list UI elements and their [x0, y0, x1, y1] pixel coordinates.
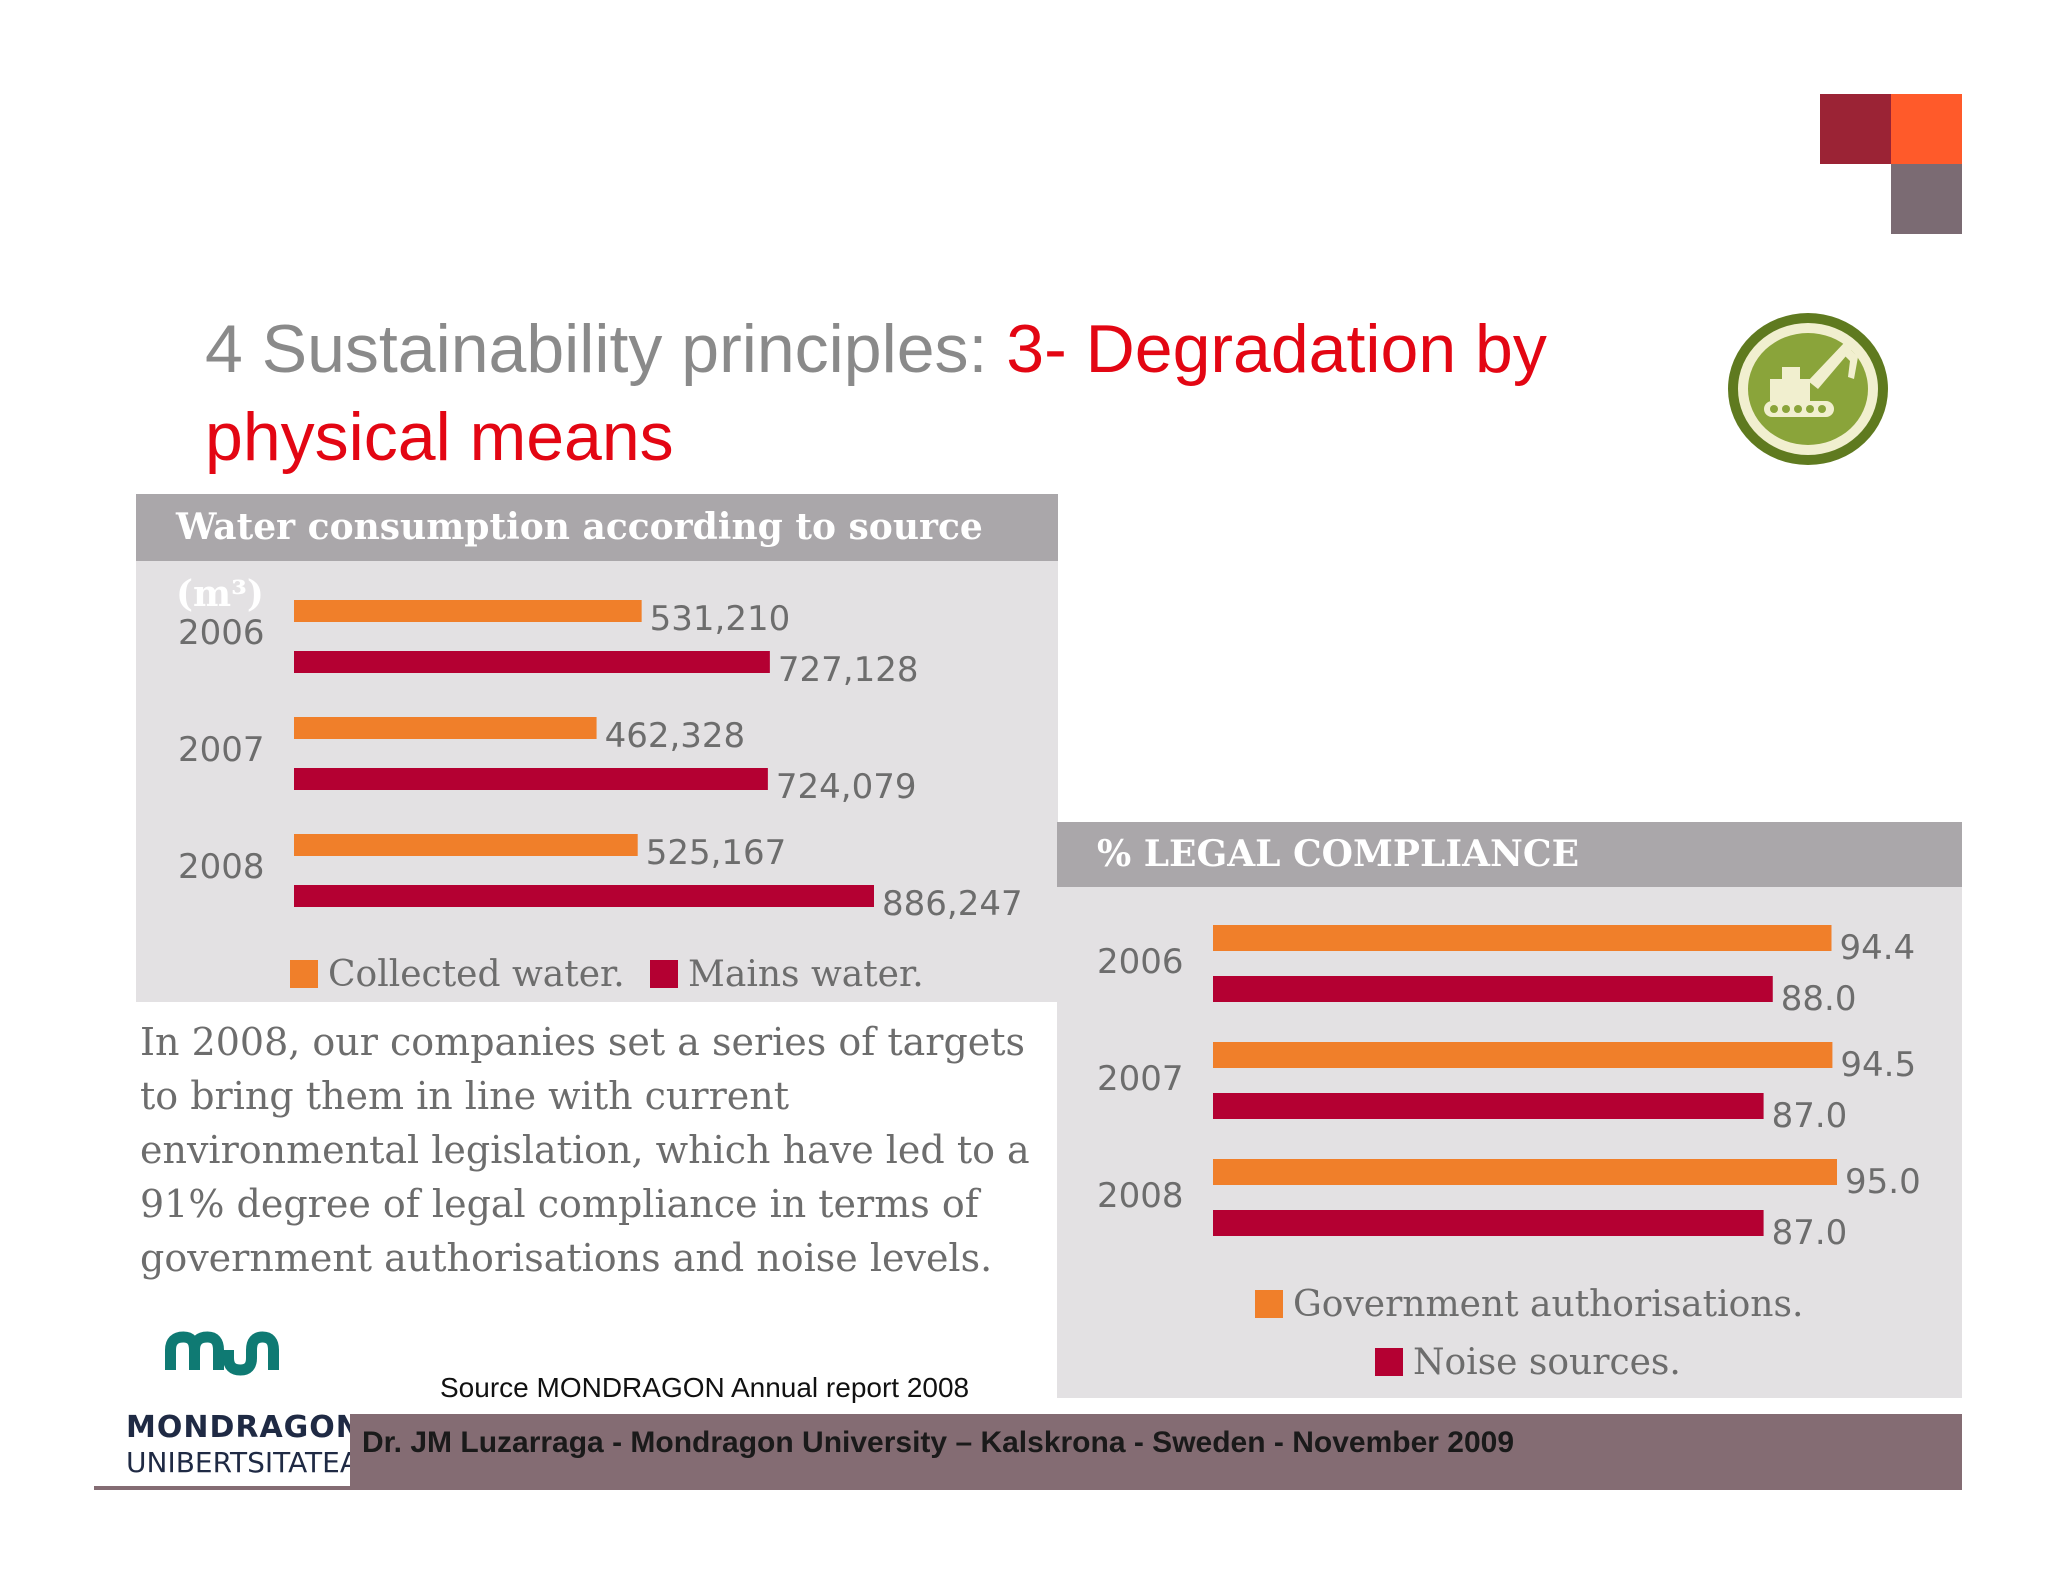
legal-chart-title: % LEGAL COMPLIANCE	[1057, 822, 1962, 887]
logo-line1: MONDRAGON	[126, 1410, 362, 1445]
year-label-2006: 2006	[178, 613, 265, 653]
corner-square-orange	[1891, 94, 1962, 164]
source-note: Source MONDRAGON Annual report 2008	[440, 1372, 970, 1403]
bar-orange-2008	[294, 834, 638, 856]
value-label-2006-1: 88.0	[1781, 979, 1857, 1019]
bar-crimson-2008	[1213, 1210, 1764, 1236]
bar-orange-2008	[1213, 1159, 1837, 1185]
water-chart-title: Water consumption according to source (m…	[136, 494, 1058, 615]
bar-orange-2006	[1213, 925, 1832, 951]
title-accent-line1: 3- Degradation by	[1006, 311, 1547, 387]
value-label-2008-0: 525,167	[646, 833, 787, 873]
logo-line2: UNIBERTSITATEA	[126, 1446, 360, 1479]
water-chart-plot: 2006 531,210 727,128 2007 462,328 724,079 2008…	[178, 599, 1023, 995]
legal-compliance-chart: % LEGAL COMPLIANCE 2006 94.4 88.0 2007 94.5 8…	[1057, 822, 1962, 1398]
legend-label-1: Mains water.	[688, 954, 924, 995]
bar-crimson-2008	[294, 885, 874, 907]
excavator-badge-icon	[1728, 313, 1888, 465]
legend-swatch-1	[650, 960, 678, 988]
bar-crimson-2007	[1213, 1093, 1764, 1119]
value-label-2007-0: 94.5	[1840, 1045, 1916, 1085]
year-label-2006: 2006	[1097, 942, 1184, 982]
legend-label-0: Government authorisations.	[1293, 1284, 1803, 1325]
water-consumption-chart: Water consumption according to source (m…	[136, 494, 1058, 1002]
bar-crimson-2006	[294, 651, 770, 673]
value-label-2006-0: 531,210	[650, 599, 791, 639]
bar-crimson-2007	[294, 768, 768, 790]
footer-underline	[94, 1486, 1962, 1490]
value-label-2007-1: 87.0	[1772, 1096, 1848, 1136]
value-label-2006-1: 727,128	[778, 650, 919, 690]
legal-chart-plot: 2006 94.4 88.0 2007 94.5 87.0 2008 95.0 87.0 Gove…	[1097, 925, 1921, 1383]
legend-swatch-1	[1375, 1348, 1403, 1376]
corner-square-red	[1820, 94, 1891, 164]
bar-orange-2007	[1213, 1042, 1833, 1068]
year-label-2008: 2008	[178, 847, 265, 887]
bar-orange-2007	[294, 717, 597, 739]
legend-label-1: Noise sources.	[1413, 1342, 1681, 1383]
value-label-2008-1: 87.0	[1772, 1213, 1848, 1253]
footer-text: Dr. JM Luzarraga - Mondragon University …	[362, 1426, 1514, 1459]
legend-swatch-0	[1255, 1290, 1283, 1318]
title-accent-line2: physical means	[205, 399, 674, 475]
value-label-2008-1: 886,247	[882, 884, 1023, 924]
bar-crimson-2006	[1213, 976, 1773, 1002]
legend-label-0: Collected water.	[328, 954, 625, 995]
body-paragraph: In 2008, our companies set a series of t…	[140, 1020, 1030, 1280]
year-label-2007: 2007	[178, 730, 265, 770]
year-label-2008: 2008	[1097, 1176, 1184, 1216]
slide-title: 4 Sustainability principles: 3- Degradat…	[205, 305, 1705, 481]
value-label-2007-1: 724,079	[776, 767, 917, 807]
bar-orange-2006	[294, 600, 642, 622]
footer-bar	[350, 1414, 1962, 1490]
mondragon-logo-icon	[165, 1331, 279, 1376]
year-label-2007: 2007	[1097, 1059, 1184, 1099]
value-label-2007-0: 462,328	[605, 716, 746, 756]
corner-square-gray	[1891, 164, 1962, 234]
value-label-2006-0: 94.4	[1839, 928, 1915, 968]
title-plain: 4 Sustainability principles:	[205, 311, 1007, 387]
legend-swatch-0	[290, 960, 318, 988]
value-label-2008-0: 95.0	[1845, 1162, 1921, 1202]
